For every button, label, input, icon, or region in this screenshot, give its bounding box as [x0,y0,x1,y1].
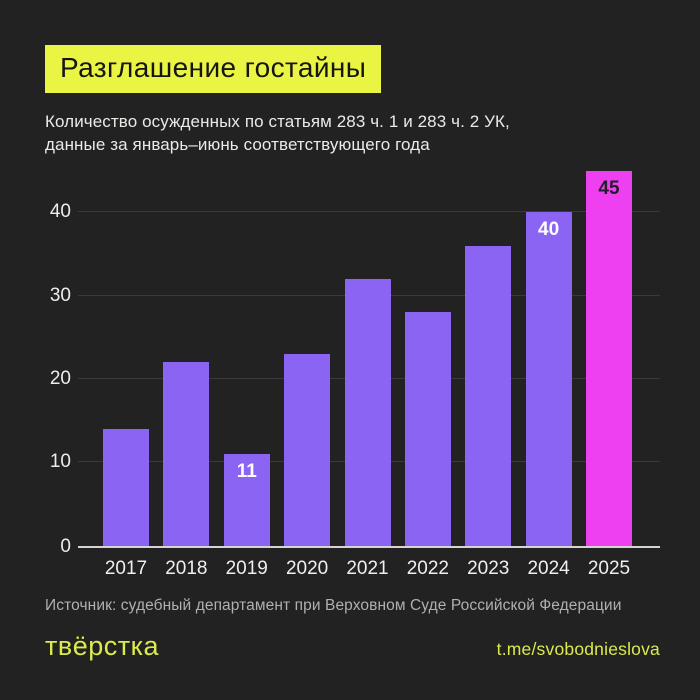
page-title: Разглашение гостайны [45,45,382,93]
bar-value-label-2024: 40 [538,219,560,241]
source-note: Источник: судебный департамент при Верхо… [45,596,622,614]
bar-2024: 40 [525,212,572,546]
subtitle-line-2: данные за январь–июнь соответствующего г… [45,135,430,155]
bar-2022 [404,312,451,546]
y-tick-label-10: 10 [49,451,71,473]
y-tick-label-20: 20 [49,368,71,390]
bar-2019: 11 [223,454,270,546]
bar-2017 [103,429,149,546]
x-tick-label-2021: 2021 [346,557,389,579]
x-tick-label-2020: 2020 [285,557,329,579]
x-axis-labels: 2017 2018 2019 2020 2021 2022 2023 2024 2025 [78,548,660,580]
y-tick-label-40: 40 [49,201,71,223]
x-tick-label-2025: 2025 [587,557,631,579]
page-title-text: Разглашение гостайны [60,52,367,83]
bar-value-label-2025: 45 [598,177,620,199]
plot-area: 0 10 20 30 40 11 40 45 [50,166,660,557]
x-tick-label-2022: 2022 [406,557,450,579]
footer: твёрстка t.me/svobodnieslova [45,631,660,662]
x-tick-label-2019: 2019 [225,557,268,579]
verstka-logo[interactable]: твёрстка [45,630,160,661]
bar-2023 [465,245,512,546]
x-tick-label-2024: 2024 [527,557,570,579]
bar-2021 [344,279,391,546]
y-tick-label-30: 30 [49,284,71,306]
y-tick-label-0: 0 [60,535,71,557]
bar-2018 [163,362,210,546]
bars-container: 11 40 45 [103,166,632,546]
x-tick-label-2023: 2023 [467,557,510,579]
bar-chart: 0 10 20 30 40 11 40 45 2017 2018 2019 2020 2021 202… [45,166,660,580]
gridline-40 [78,211,660,213]
bar-value-label-2019: 11 [236,461,257,483]
bar-2025: 45 [586,170,632,546]
subtitle-line-1: Количество осужденных по статьям 283 ч. … [45,111,510,131]
telegram-link[interactable]: t.me/svobodnieslova [496,638,660,659]
x-tick-label-2017: 2017 [104,557,148,579]
bar-2020 [284,354,331,546]
chart-subtitle: Количество осужденных по статьям 283 ч. … [45,110,660,157]
x-tick-label-2018: 2018 [165,557,208,579]
